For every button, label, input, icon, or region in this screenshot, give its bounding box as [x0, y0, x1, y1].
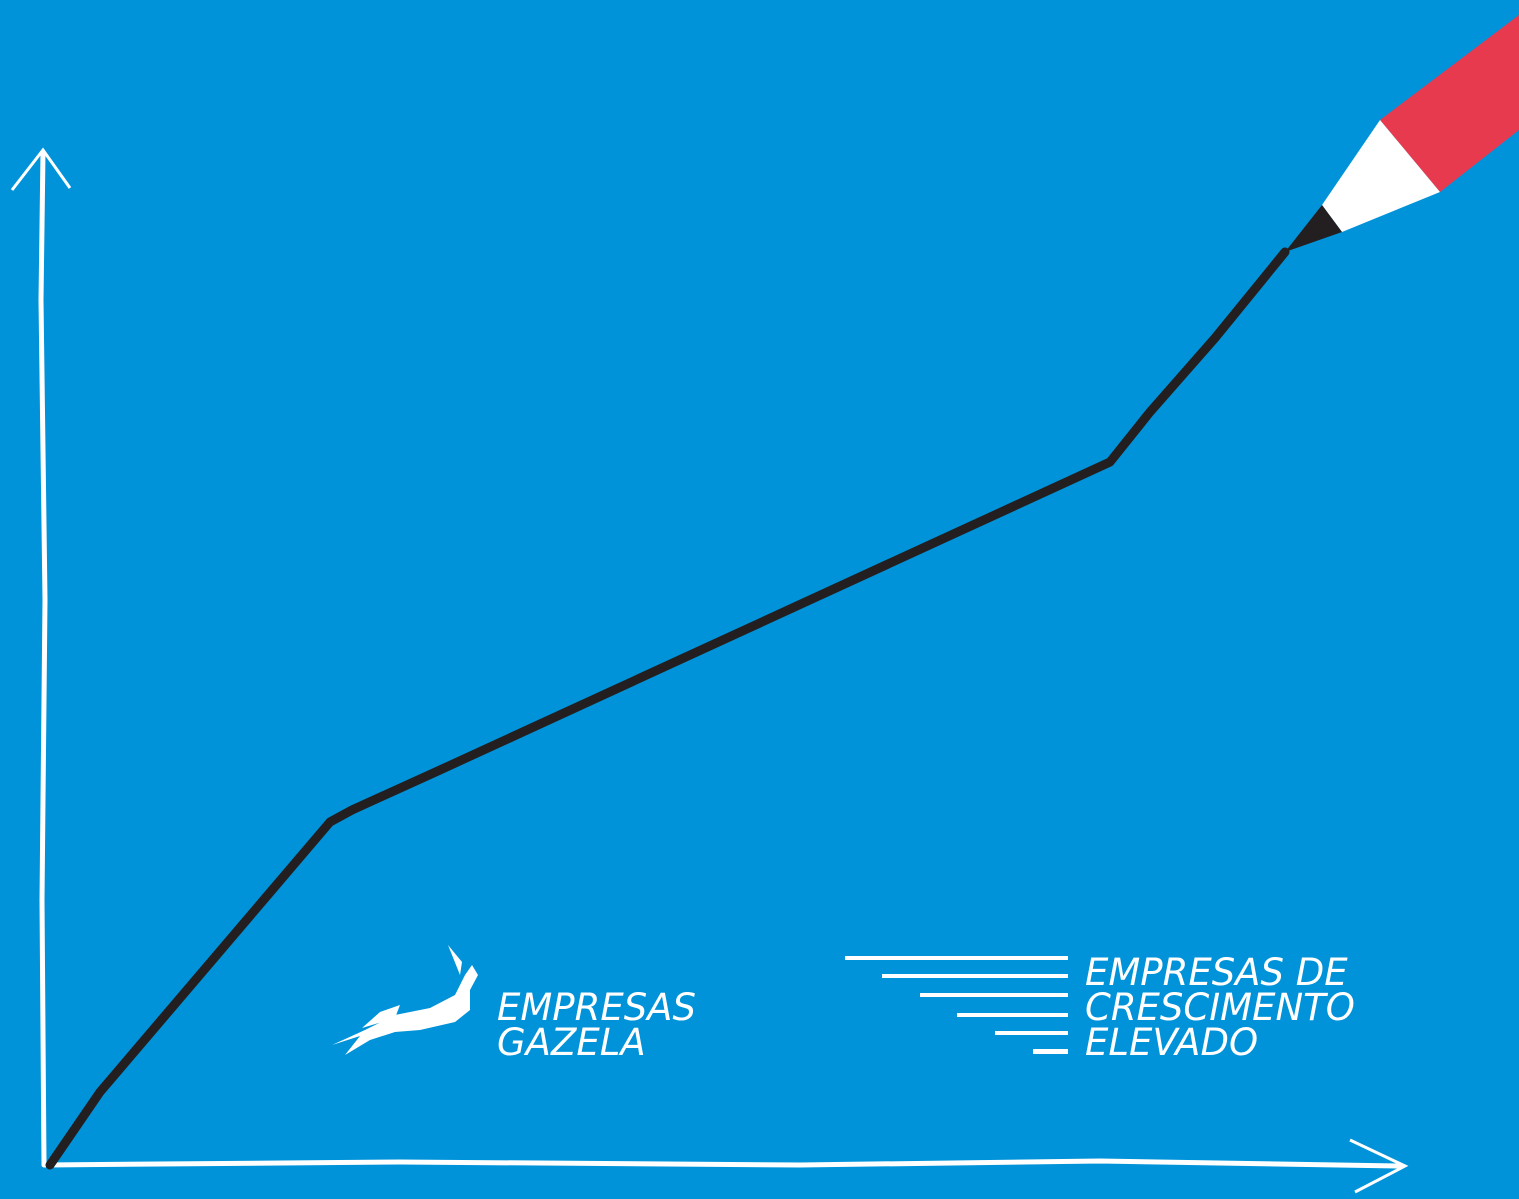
logo-text: GAZELA: [497, 1021, 646, 1064]
y-axis: [38, 149, 48, 1168]
y-axis-arrow: [10, 147, 72, 191]
growth-line: [45, 247, 1290, 1170]
logo-text: CRESCIMENTO: [1085, 986, 1355, 1029]
logo-text: ELEVADO: [1085, 1021, 1258, 1064]
speed-lines-icon: [845, 956, 1068, 1054]
x-axis-arrow: [1349, 1138, 1409, 1194]
x-axis: [42, 1158, 1403, 1169]
pencil-tip: [1285, 205, 1342, 252]
logo-text: EMPRESAS: [497, 986, 696, 1029]
logo-text: EMPRESAS DE: [1085, 951, 1348, 994]
gazelle-icon: [332, 945, 478, 1055]
pencil-body: [1380, 15, 1519, 192]
pencil-wood: [1322, 120, 1440, 232]
